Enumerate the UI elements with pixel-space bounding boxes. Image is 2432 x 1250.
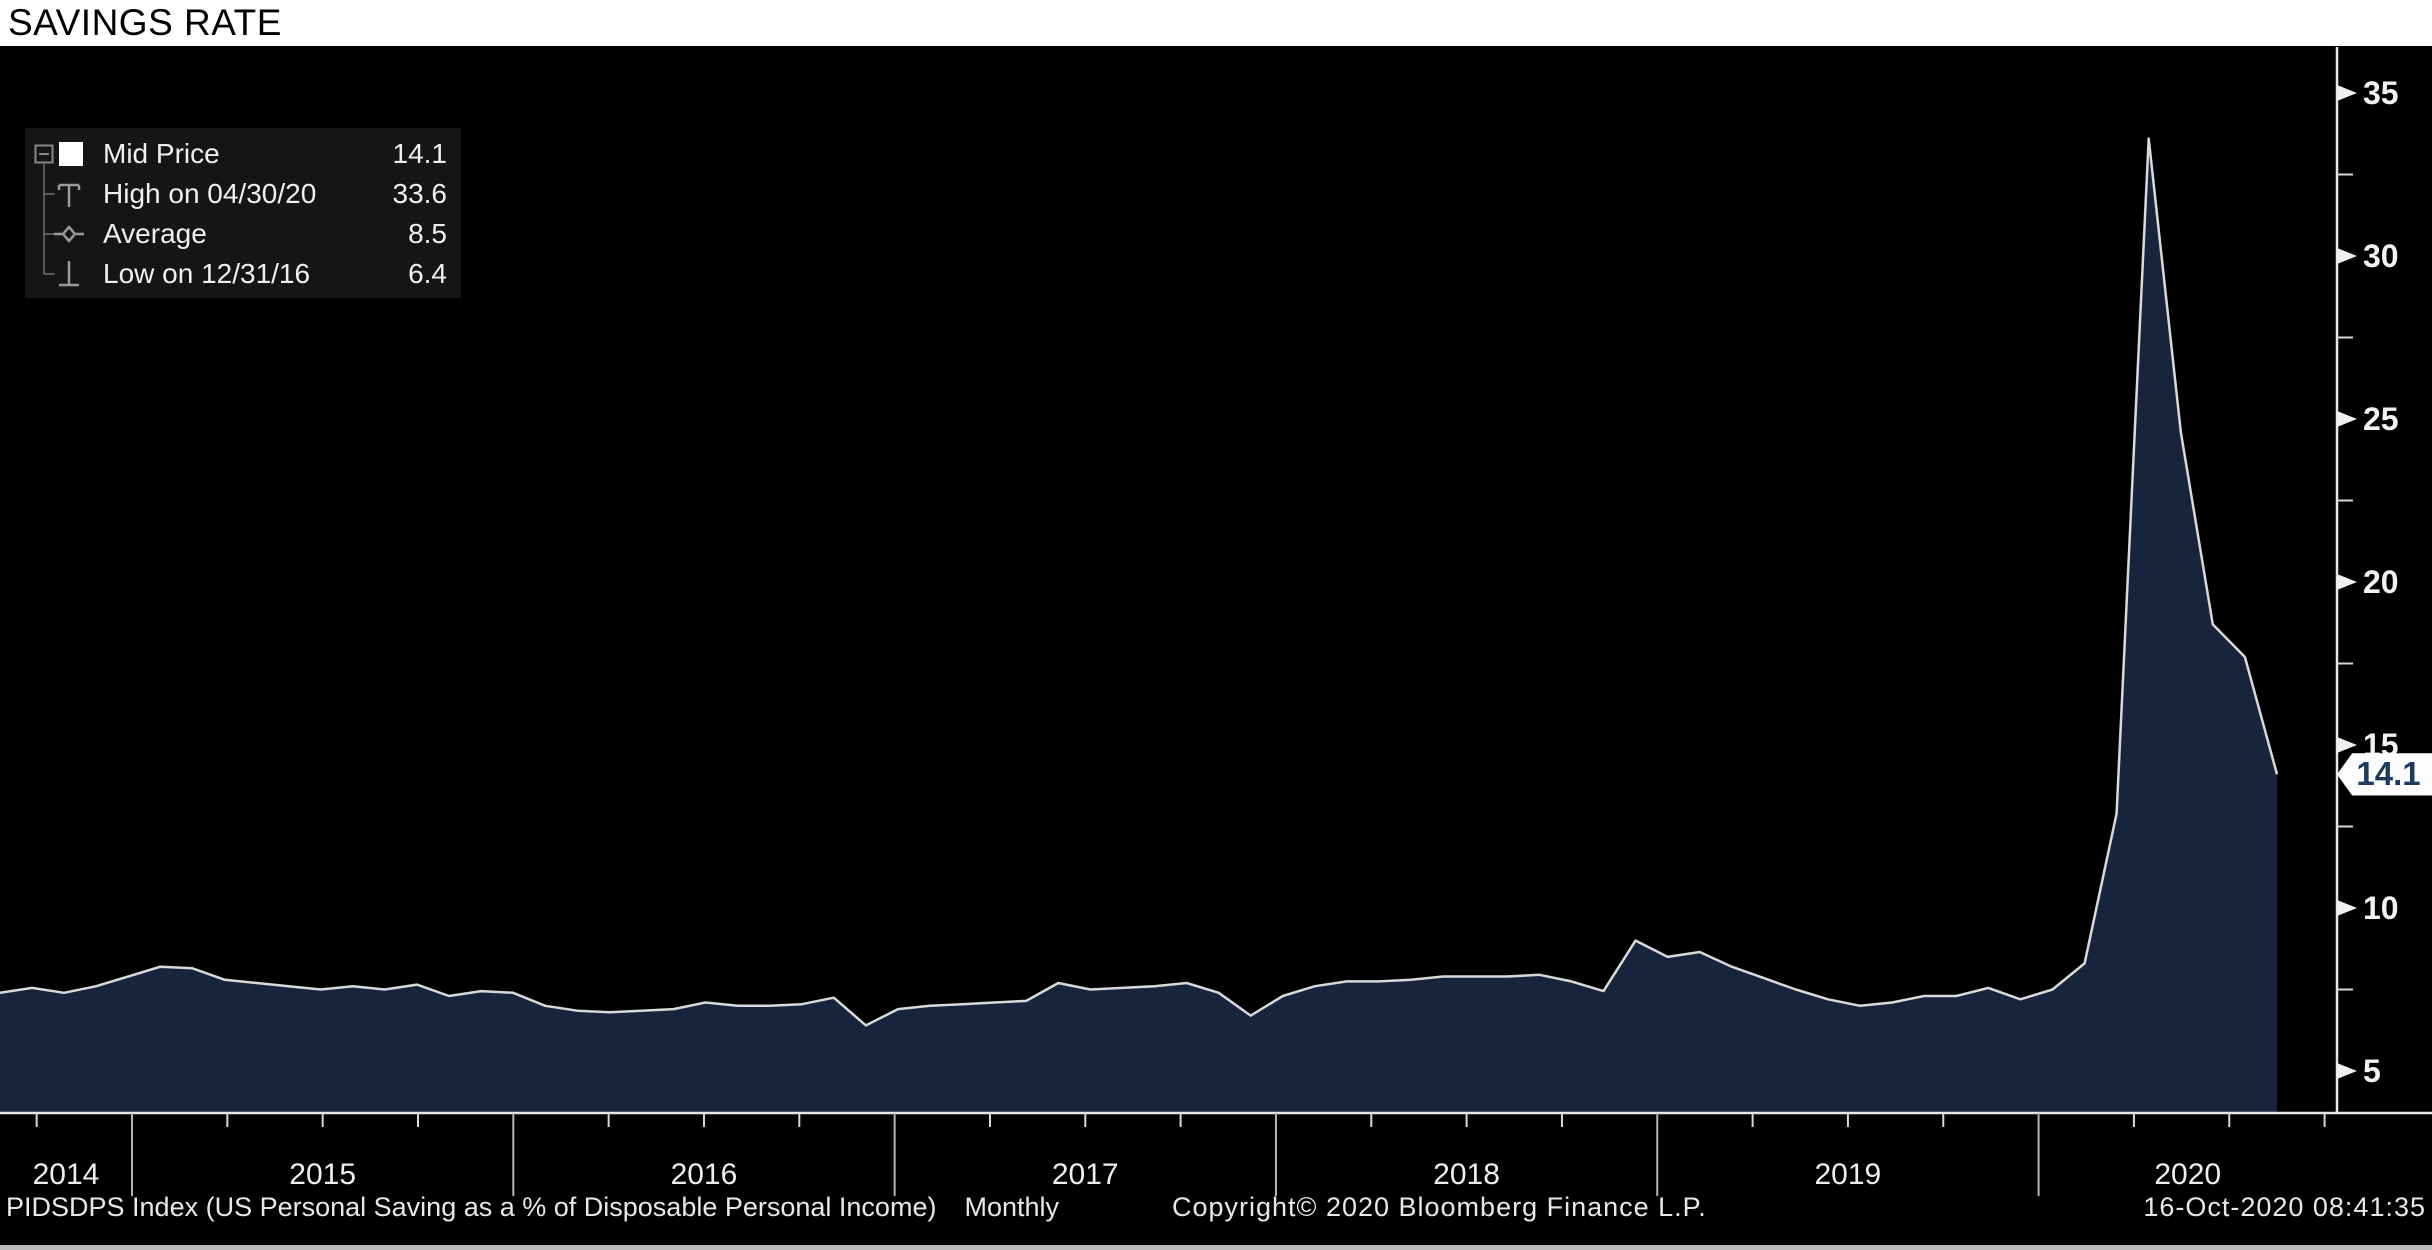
y-tick-label: 10 — [2363, 890, 2399, 926]
x-year-label: 2015 — [289, 1158, 356, 1191]
y-tick-label: 30 — [2363, 238, 2399, 274]
y-tick-label: 35 — [2363, 75, 2399, 111]
ticker-description-text: PIDSDPS Index (US Personal Saving as a %… — [6, 1192, 937, 1222]
x-year-label: 2018 — [1433, 1158, 1500, 1191]
last-value-label: 14.1 — [2356, 755, 2421, 793]
legend-value: 33.6 — [392, 178, 448, 209]
copyright-text: Copyright© 2020 Bloomberg Finance L.P. — [1172, 1192, 1707, 1222]
y-tick-label: 5 — [2363, 1053, 2381, 1089]
status-bar: PIDSDPS Index (US Personal Saving as a %… — [0, 1190, 2432, 1230]
legend-row-high[interactable]: High on 04/30/20 33.6 — [25, 174, 461, 214]
window-bottom-edge — [0, 1245, 2432, 1250]
y-tick-label: 25 — [2363, 401, 2399, 437]
low-marker-icon — [59, 261, 79, 287]
page-title: SAVINGS RATE — [8, 2, 282, 43]
legend-label: Average — [103, 218, 207, 249]
legend-label: Mid Price — [103, 138, 220, 169]
y-tick-arrow — [2337, 85, 2357, 101]
legend-tree-lines — [43, 162, 55, 275]
ticker-description: PIDSDPS Index (US Personal Saving as a %… — [6, 1192, 1059, 1223]
x-year-label: 2014 — [33, 1158, 100, 1191]
high-marker-icon — [57, 183, 81, 207]
legend-row-low[interactable]: Low on 12/31/16 6.4 — [25, 254, 461, 294]
legend-value: 14.1 — [392, 138, 448, 169]
y-tick-arrow — [2337, 1063, 2357, 1079]
legend-box[interactable]: Mid Price 14.1 High on 04/30/20 33.6 Ave… — [25, 128, 461, 298]
x-year-label: 2019 — [1814, 1158, 1881, 1191]
legend-row-mid-price[interactable]: Mid Price 14.1 — [25, 134, 461, 174]
area-fill — [0, 138, 2277, 1114]
x-year-label: 2020 — [2154, 1158, 2221, 1191]
timestamp: 16-Oct-2020 08:41:35 — [2143, 1192, 2426, 1222]
legend-value: 6.4 — [408, 258, 447, 289]
frequency-label: Monthly — [964, 1192, 1059, 1222]
legend-value: 8.5 — [408, 218, 447, 249]
average-marker-icon — [54, 225, 84, 243]
title-bar: SAVINGS RATE — [0, 0, 2432, 46]
y-tick-arrow — [2337, 900, 2357, 916]
y-tick-arrow — [2337, 411, 2357, 427]
legend-label: High on 04/30/20 — [103, 178, 317, 209]
price-line[interactable] — [0, 137, 2279, 1027]
y-tick-arrow — [2337, 737, 2357, 753]
y-tick-label: 20 — [2363, 564, 2399, 600]
x-year-label: 2016 — [671, 1158, 738, 1191]
legend-tree — [34, 142, 84, 287]
legend-row-average[interactable]: Average 8.5 — [25, 214, 461, 254]
y-tick-arrow — [2337, 248, 2357, 264]
x-year-label: 2017 — [1052, 1158, 1119, 1191]
mid-price-swatch-icon — [59, 142, 83, 166]
last-value-tag: 14.1 — [2337, 753, 2432, 796]
y-tick-arrow — [2337, 574, 2357, 590]
legend-label: Low on 12/31/16 — [103, 258, 311, 289]
